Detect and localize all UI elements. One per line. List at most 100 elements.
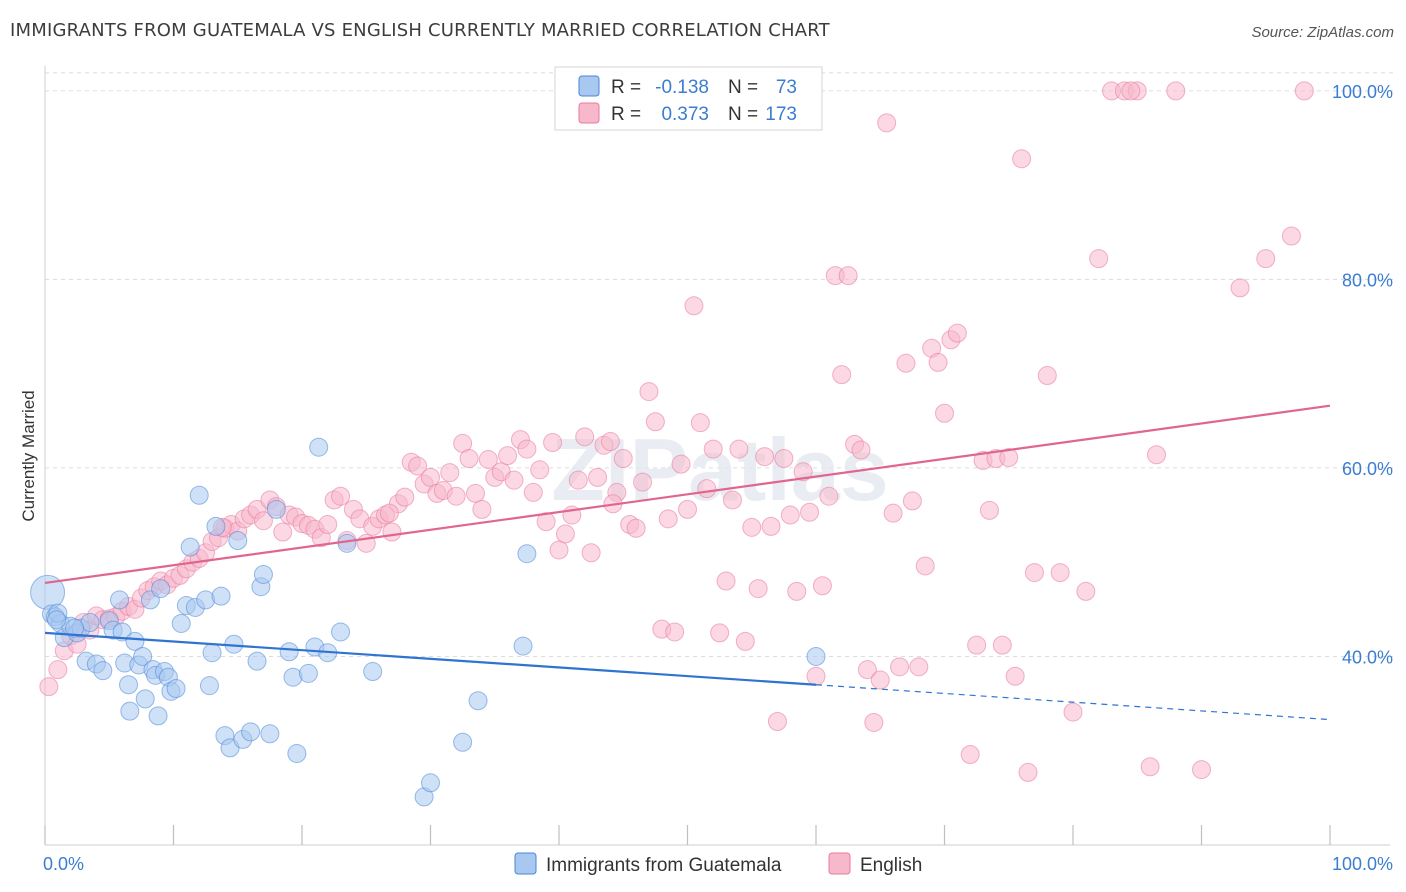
bottom-legend-label-english: English bbox=[860, 855, 922, 876]
y-tick-label: 60.0% bbox=[1342, 459, 1393, 479]
english-point bbox=[440, 463, 460, 483]
english-point bbox=[645, 412, 665, 432]
guatemala-point bbox=[266, 499, 286, 519]
y-tick-label: 100.0% bbox=[1332, 82, 1393, 102]
english-point bbox=[395, 487, 415, 507]
english-point bbox=[549, 540, 569, 560]
english-point bbox=[1063, 702, 1083, 722]
english-point bbox=[382, 522, 402, 542]
english-point bbox=[793, 462, 813, 482]
guatemala-point bbox=[468, 691, 488, 711]
legend-swatch-guatemala bbox=[578, 75, 600, 97]
english-point bbox=[851, 440, 871, 460]
guatemala-point bbox=[180, 537, 200, 557]
guatemala-point bbox=[517, 544, 537, 564]
english-point bbox=[379, 503, 399, 523]
top-legend: R = -0.138 N = 73 R = 0.373 N = 173 bbox=[554, 66, 823, 131]
guatemala-point bbox=[112, 622, 132, 642]
english-point bbox=[806, 666, 826, 686]
guatemala-point bbox=[110, 590, 130, 610]
english-point bbox=[832, 365, 852, 385]
english-point bbox=[1089, 249, 1109, 269]
english-point bbox=[665, 622, 685, 642]
guatemala-point bbox=[421, 773, 440, 793]
english-point bbox=[273, 522, 293, 542]
guatemala-points bbox=[30, 437, 826, 807]
guatemala-point bbox=[211, 586, 231, 606]
bottom-legend-swatch-english bbox=[828, 852, 851, 875]
english-point bbox=[999, 448, 1019, 468]
english-point bbox=[735, 631, 755, 651]
x-tick-label: 0.0% bbox=[43, 854, 84, 874]
guatemala-point bbox=[453, 732, 473, 752]
legend-r-label-guatemala: R = bbox=[611, 77, 641, 98]
english-point bbox=[748, 579, 768, 599]
english-point bbox=[600, 432, 620, 452]
english-point bbox=[446, 486, 466, 506]
tick-labels: 40.0% 60.0% 80.0% 100.0% 0.0% 100.0% bbox=[43, 82, 1393, 874]
english-point bbox=[729, 439, 749, 459]
english-point bbox=[909, 657, 929, 677]
guatemala-point bbox=[171, 613, 191, 633]
english-point bbox=[543, 432, 563, 452]
english-point bbox=[935, 403, 954, 423]
english-point bbox=[864, 712, 884, 732]
guatemala-point bbox=[93, 661, 113, 681]
english-point bbox=[48, 660, 68, 680]
english-point bbox=[1024, 563, 1044, 583]
chart-title: IMMIGRANTS FROM GUATEMALA VS ENGLISH CUR… bbox=[10, 20, 830, 41]
legend-r-value-english: 0.373 bbox=[661, 104, 709, 125]
english-point bbox=[671, 454, 691, 474]
english-point bbox=[331, 486, 351, 506]
english-point bbox=[838, 266, 858, 286]
english-point bbox=[967, 635, 987, 655]
english-point bbox=[1076, 581, 1096, 601]
y-tick-label: 80.0% bbox=[1342, 270, 1393, 290]
legend-n-value-guatemala: 73 bbox=[776, 77, 797, 98]
guatemala-point bbox=[260, 724, 280, 744]
english-point bbox=[883, 503, 903, 523]
english-point bbox=[465, 483, 485, 503]
legend-n-label-guatemala: N = bbox=[728, 77, 758, 98]
english-point bbox=[684, 296, 704, 316]
english-point bbox=[1294, 81, 1314, 101]
english-point bbox=[1256, 249, 1276, 269]
english-point bbox=[722, 490, 742, 510]
english-point bbox=[588, 467, 608, 487]
gridlines bbox=[45, 72, 1395, 657]
english-point bbox=[787, 581, 807, 601]
english-point bbox=[253, 511, 273, 531]
english-point bbox=[1012, 149, 1032, 169]
guatemala-point bbox=[133, 646, 153, 666]
english-point bbox=[504, 470, 524, 490]
english-point bbox=[1037, 366, 1057, 386]
english-point bbox=[517, 439, 537, 459]
guatemala-point bbox=[120, 701, 140, 721]
english-point bbox=[581, 543, 601, 563]
english-point bbox=[523, 482, 543, 502]
english-point bbox=[536, 512, 556, 532]
english-point bbox=[1121, 81, 1141, 101]
legend-n-value-english: 173 bbox=[765, 104, 797, 125]
legend-r-value-guatemala: -0.138 bbox=[655, 77, 709, 98]
guatemala-point bbox=[287, 744, 307, 764]
english-point bbox=[1018, 762, 1038, 782]
guatemala-trend-line bbox=[44, 631, 817, 686]
english-point bbox=[1050, 563, 1070, 583]
english-point bbox=[555, 524, 575, 544]
english-point bbox=[472, 499, 492, 519]
english-point bbox=[568, 470, 588, 490]
english-point bbox=[755, 447, 775, 467]
english-point bbox=[1140, 757, 1160, 777]
english-point bbox=[890, 657, 910, 677]
english-point bbox=[39, 677, 59, 697]
english-point bbox=[478, 449, 498, 469]
english-point bbox=[1230, 278, 1250, 298]
english-point bbox=[690, 413, 710, 433]
guatemala-point bbox=[199, 676, 219, 696]
english-point bbox=[870, 670, 890, 690]
english-point bbox=[877, 113, 897, 133]
english-point bbox=[902, 491, 922, 511]
english-point bbox=[979, 500, 999, 520]
